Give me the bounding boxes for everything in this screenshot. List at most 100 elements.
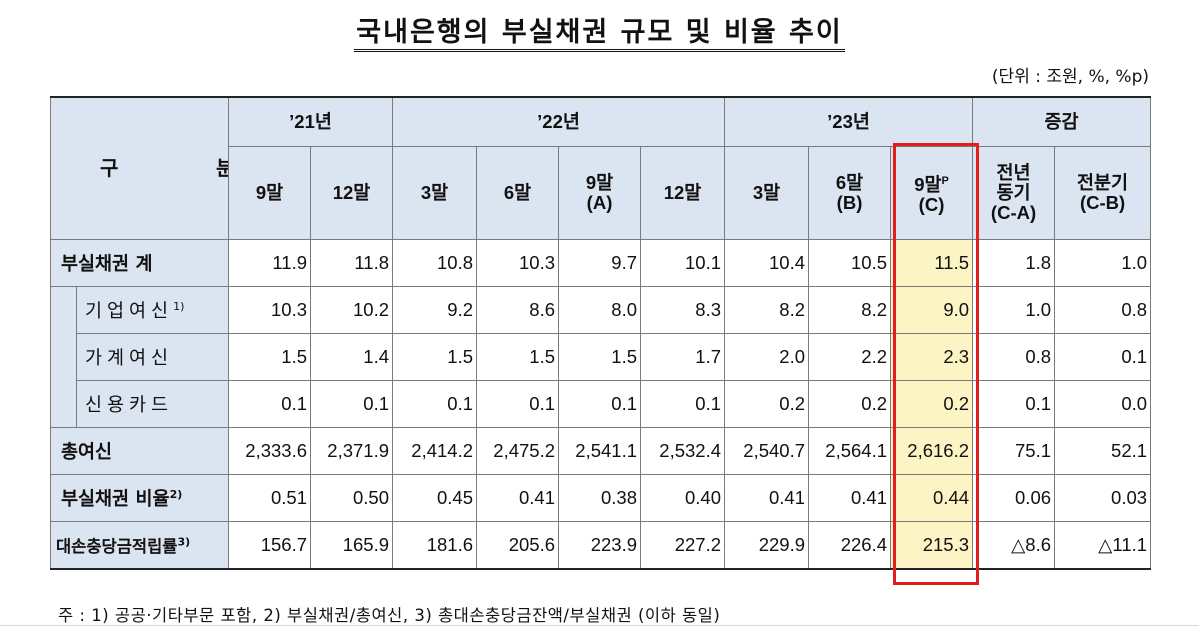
cell: 1.5 xyxy=(228,333,312,381)
cell: 52.1 xyxy=(1054,427,1152,475)
cell: 2.0 xyxy=(724,333,810,381)
cell: 1.5 xyxy=(392,333,478,381)
row-label: 신용카드 xyxy=(75,380,230,428)
table-row: 신용카드 0.1 0.1 0.1 0.1 0.1 0.1 0.2 0.2 0.2… xyxy=(51,380,1152,428)
cell: 8.2 xyxy=(724,286,810,334)
cell: 1.8 xyxy=(972,239,1056,287)
cell-highlight: 0.2 xyxy=(890,380,974,428)
header-col: 9말 (A) xyxy=(558,146,642,240)
cell: 0.0 xyxy=(1054,380,1152,428)
cell-highlight: 9.0 xyxy=(890,286,974,334)
table-row: 가계여신 1.5 1.4 1.5 1.5 1.5 1.7 2.0 2.2 2.3… xyxy=(51,333,1152,381)
cell: 0.1 xyxy=(392,380,478,428)
cell-highlight: 11.5 xyxy=(890,239,974,287)
header-group-change: 증감 xyxy=(972,96,1152,147)
cell: 2,371.9 xyxy=(310,427,394,475)
cell: 165.9 xyxy=(310,521,394,570)
cell: 0.50 xyxy=(310,474,394,522)
cell: 1.5 xyxy=(558,333,642,381)
cell: 2.2 xyxy=(808,333,892,381)
cell: △11.1 xyxy=(1054,521,1152,570)
cell: 10.3 xyxy=(228,286,312,334)
cell: 2,414.2 xyxy=(392,427,478,475)
cell: 8.6 xyxy=(476,286,560,334)
cell: 9.2 xyxy=(392,286,478,334)
cell: 2,540.7 xyxy=(724,427,810,475)
cell: 8.2 xyxy=(808,286,892,334)
cell: 0.1 xyxy=(558,380,642,428)
table-row: 총여신 2,333.6 2,371.9 2,414.2 2,475.2 2,54… xyxy=(49,427,1152,475)
header-gubun: 구 분 xyxy=(49,96,230,240)
cell: 2,541.1 xyxy=(558,427,642,475)
cell: 0.2 xyxy=(724,380,810,428)
header-col: 전년 동기 (C-A) xyxy=(972,146,1056,240)
cell: 0.03 xyxy=(1054,474,1152,522)
page-divider xyxy=(0,625,1199,626)
cell: 0.40 xyxy=(640,474,726,522)
cell-highlight: 2.3 xyxy=(890,333,974,381)
cell: 10.8 xyxy=(392,239,478,287)
cell: 2,475.2 xyxy=(476,427,560,475)
cell: 227.2 xyxy=(640,521,726,570)
unit-label: (단위 : 조원, %, %p) xyxy=(991,67,1149,87)
cell: 8.0 xyxy=(558,286,642,334)
cell-highlight: 0.44 xyxy=(890,474,974,522)
row-label: 대손충당금적립률3) xyxy=(49,521,230,570)
cell: 1.0 xyxy=(1054,239,1152,287)
cell: 10.2 xyxy=(310,286,394,334)
footnote: 주 : 1) 공공·기타부문 포함, 2) 부실채권/총여신, 3) 총대손충당… xyxy=(58,606,721,625)
cell: 226.4 xyxy=(808,521,892,570)
row-label: 가계여신 xyxy=(75,333,230,381)
cell: 0.8 xyxy=(972,333,1056,381)
cell-highlight: 2,616.2 xyxy=(890,427,974,475)
row-label: 총여신 xyxy=(49,427,230,475)
npl-table: 구 분 ’21년 ’22년 ’23년 증감 9말 12말 3말 6말 9말(A)… xyxy=(49,96,1152,570)
header-group-2023: ’23년 xyxy=(724,96,974,147)
cell: 10.1 xyxy=(640,239,726,287)
cell: 205.6 xyxy=(476,521,560,570)
header-group-2022: ’22년 xyxy=(392,96,726,147)
table-row: 대손충당금적립률3) 156.7 165.9 181.6 205.6 223.9… xyxy=(49,521,1152,570)
cell: 0.41 xyxy=(724,474,810,522)
cell: 10.4 xyxy=(724,239,810,287)
cell: 9.7 xyxy=(558,239,642,287)
cell: 0.1 xyxy=(476,380,560,428)
row-label: 기업여신1) xyxy=(75,286,230,334)
header-col: 3말 xyxy=(392,146,478,240)
header-group-2021: ’21년 xyxy=(228,96,394,147)
cell: 1.4 xyxy=(310,333,394,381)
table-row: 부실채권 비율2) 0.51 0.50 0.45 0.41 0.38 0.40 … xyxy=(49,474,1152,522)
cell: 229.9 xyxy=(724,521,810,570)
cell: 0.51 xyxy=(228,474,312,522)
cell: 2,333.6 xyxy=(228,427,312,475)
header-col: 전분기 (C-B) xyxy=(1054,146,1152,240)
row-label: 부실채권 비율2) xyxy=(49,474,230,522)
cell: 11.9 xyxy=(228,239,312,287)
cell: 0.41 xyxy=(476,474,560,522)
cell: 0.41 xyxy=(808,474,892,522)
cell: 1.0 xyxy=(972,286,1056,334)
cell: 75.1 xyxy=(972,427,1056,475)
cell: 0.1 xyxy=(228,380,312,428)
cell: 11.8 xyxy=(310,239,394,287)
cell: 0.1 xyxy=(310,380,394,428)
header-col: 12말 xyxy=(310,146,394,240)
header-col: 6말 xyxy=(476,146,560,240)
cell: 0.38 xyxy=(558,474,642,522)
cell: 10.5 xyxy=(808,239,892,287)
page-title: 국내은행의 부실채권 규모 및 비율 추이 xyxy=(0,10,1199,52)
header-col: 3말 xyxy=(724,146,810,240)
table-row: 기업여신1) 10.3 10.2 9.2 8.6 8.0 8.3 8.2 8.2… xyxy=(50,286,1152,428)
cell: 2,532.4 xyxy=(640,427,726,475)
row-label: 부실채권 계 xyxy=(49,239,230,287)
cell: 0.2 xyxy=(808,380,892,428)
cell: 0.1 xyxy=(1054,333,1152,381)
indent-cell xyxy=(50,286,77,428)
cell: 181.6 xyxy=(392,521,478,570)
cell-highlight: 215.3 xyxy=(890,521,974,570)
header-col: 9말P (C) xyxy=(890,146,974,240)
table-row: 부실채권 계 11.9 11.8 10.8 10.3 9.7 10.1 10.4… xyxy=(49,239,1152,287)
cell: 1.5 xyxy=(476,333,560,381)
cell: 0.1 xyxy=(972,380,1056,428)
header-col: 9말 xyxy=(228,146,312,240)
